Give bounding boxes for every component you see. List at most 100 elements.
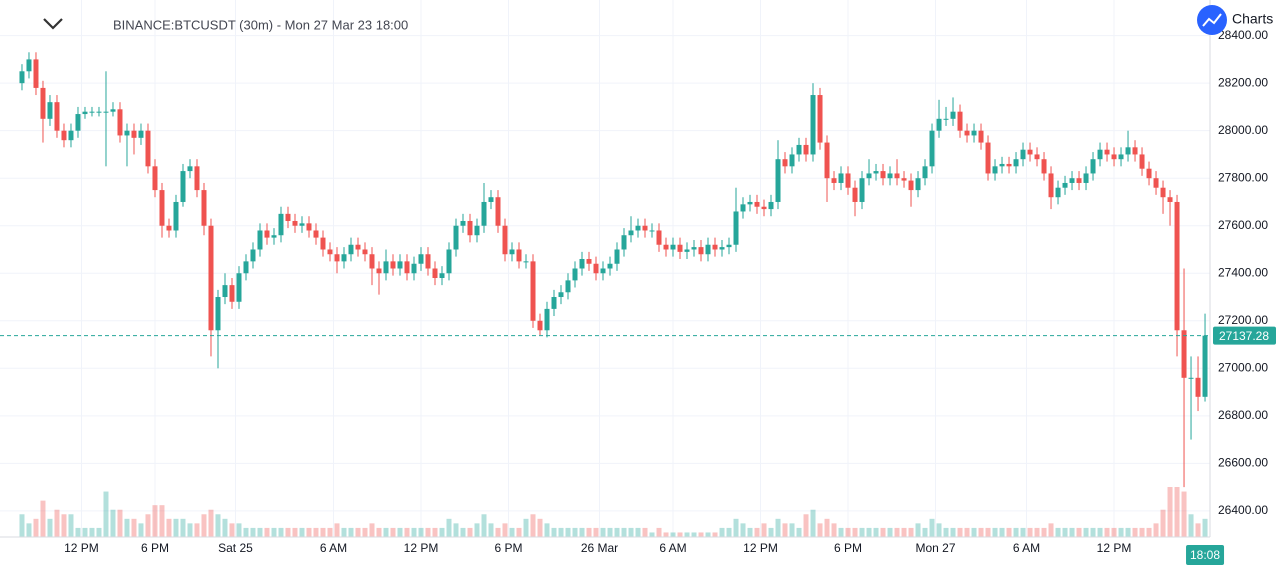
volume-bar <box>866 527 872 537</box>
x-tick-label: 12 PM <box>404 541 439 555</box>
volume-bar <box>754 527 760 537</box>
volume-bar <box>1041 527 1047 537</box>
volume-bar <box>593 527 599 537</box>
volume-bar <box>1111 527 1117 537</box>
volume-bar <box>768 527 774 537</box>
y-tick-label: 27600.00 <box>1218 218 1268 232</box>
candle-body <box>166 225 172 231</box>
candle-body <box>810 95 816 155</box>
volume-bar <box>271 527 277 537</box>
candle-body <box>1006 163 1012 167</box>
brand-text[interactable]: Charts <box>1232 11 1273 27</box>
volume-bar <box>705 532 711 537</box>
candle-body <box>278 213 284 236</box>
candle-body <box>404 261 410 274</box>
x-tick-label: 26 Mar <box>581 541 618 555</box>
candle-body <box>194 166 200 191</box>
volume-bar <box>250 527 256 537</box>
volume-bar <box>950 527 956 537</box>
candle-body <box>432 268 438 279</box>
candle-body <box>82 111 88 115</box>
candle-body <box>579 258 585 269</box>
volume-bar <box>901 527 907 537</box>
volume-bar <box>1027 527 1033 537</box>
volume-bar <box>670 532 676 537</box>
candle-body <box>327 249 333 255</box>
volume-bar <box>376 527 382 537</box>
brand-icon[interactable] <box>1197 5 1227 35</box>
volume-bar <box>215 514 221 537</box>
candle-body <box>866 173 872 179</box>
candle-body <box>215 297 221 331</box>
candle-body <box>103 111 109 113</box>
candle-body <box>1013 159 1019 167</box>
candle-body <box>201 190 207 226</box>
candle-body <box>768 201 774 210</box>
volume-bar <box>621 527 627 537</box>
candle-body <box>334 254 340 262</box>
candle-body <box>1076 178 1082 183</box>
candle-body <box>565 280 571 293</box>
volume-bar <box>131 518 137 537</box>
candle-body <box>852 187 858 202</box>
candle-body <box>110 109 116 112</box>
volume-bar <box>1062 527 1068 537</box>
volume-bar <box>61 514 67 537</box>
candle-body <box>474 225 480 236</box>
candle-body <box>908 180 914 191</box>
candle-body <box>54 102 60 131</box>
y-tick-label: 28200.00 <box>1218 75 1268 89</box>
volume-bar <box>985 527 991 537</box>
volume-bar <box>551 527 557 537</box>
candle-body <box>607 263 613 269</box>
volume-bar <box>642 527 648 537</box>
volume-bar <box>313 527 319 537</box>
candle-body <box>446 249 452 274</box>
candle-body <box>1020 149 1026 160</box>
candle-body <box>488 197 494 202</box>
candle-body <box>670 244 676 250</box>
x-tick-label: 6 AM <box>1013 541 1040 555</box>
volume-layer <box>19 487 1208 537</box>
x-tick-label: Mon 27 <box>916 541 956 555</box>
candle-body <box>320 237 326 250</box>
volume-bar <box>278 527 284 537</box>
candle-body <box>726 244 732 248</box>
y-tick-label: 26400.00 <box>1218 503 1268 517</box>
candle-body <box>61 130 67 141</box>
volume-bar <box>222 518 228 537</box>
volume-bar <box>978 527 984 537</box>
volume-bar <box>159 505 165 537</box>
candle-body <box>635 225 641 231</box>
volume-bar <box>1139 527 1145 537</box>
candle-body <box>530 261 536 321</box>
candle-body <box>691 247 697 250</box>
candle-body <box>418 254 424 264</box>
volume-bar <box>1034 527 1040 537</box>
candle-body <box>1027 149 1033 155</box>
volume-bar <box>859 527 865 537</box>
volume-bar <box>19 514 25 537</box>
volume-bar <box>544 523 550 537</box>
volume-bar <box>824 518 830 537</box>
candle-body <box>677 244 683 252</box>
volume-bar <box>460 527 466 537</box>
candle-body <box>250 249 256 262</box>
candle-body <box>656 230 662 245</box>
candle-body <box>222 285 228 298</box>
y-tick-label: 26800.00 <box>1218 408 1268 422</box>
candle-body <box>600 268 606 274</box>
volume-bar <box>929 518 935 537</box>
volume-bar <box>26 523 32 537</box>
collapse-chevron[interactable] <box>43 18 63 30</box>
volume-bar <box>481 514 487 537</box>
volume-bar <box>1097 527 1103 537</box>
volume-bar <box>656 527 662 537</box>
volume-bar <box>1181 491 1187 537</box>
volume-bar <box>355 527 361 537</box>
y-tick-label: 28000.00 <box>1218 123 1268 137</box>
candle-body <box>439 273 445 279</box>
volume-bar <box>1174 487 1180 537</box>
x-tick-label: 6 PM <box>494 541 522 555</box>
candle-body <box>390 261 396 269</box>
